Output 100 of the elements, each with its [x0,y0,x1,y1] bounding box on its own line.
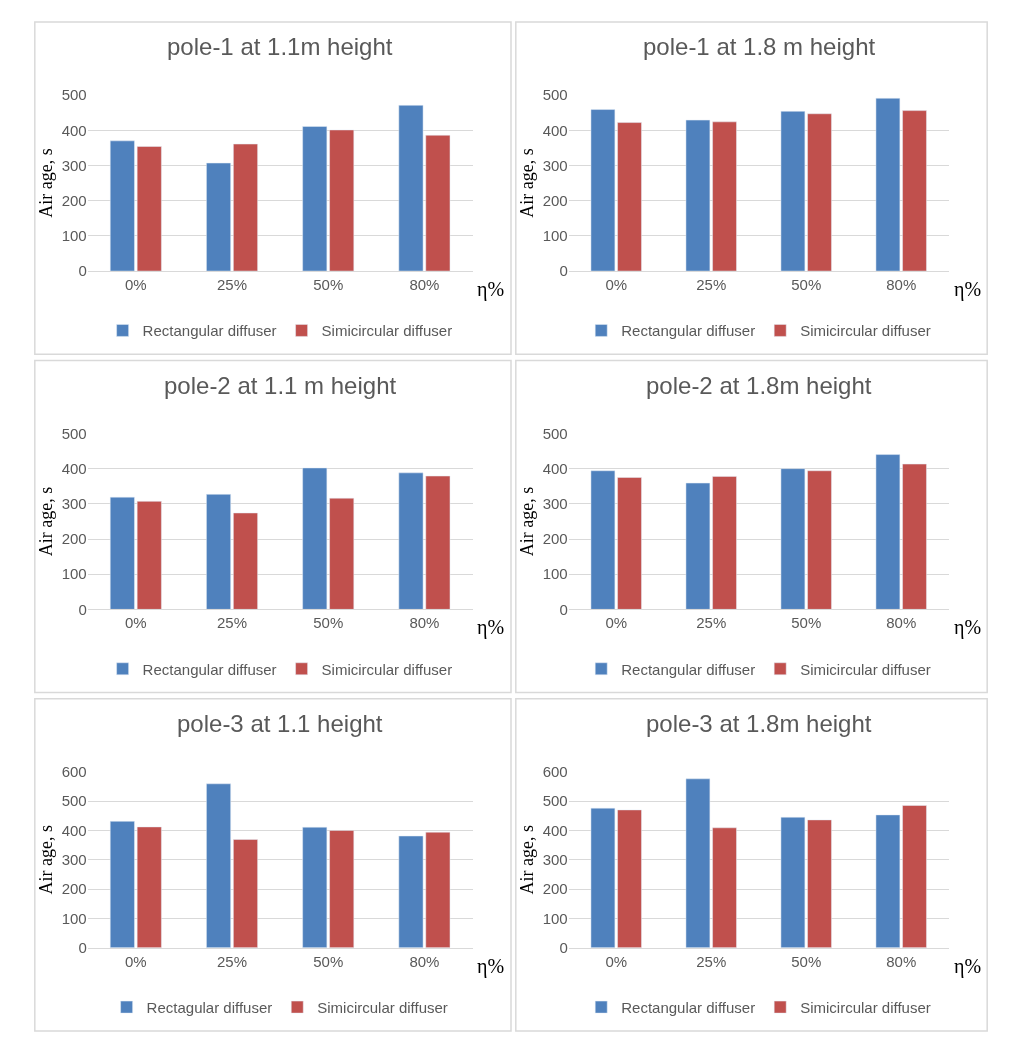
y-tick-label: 400 [542,821,568,839]
x-tick-label: 80% [886,614,917,632]
y-tick-label: 0 [78,262,87,280]
y-tick-label: 200 [542,880,568,898]
y-tick-label: 400 [61,121,87,139]
y-tick-label: 300 [542,156,568,174]
y-axis-title: Air age, s [35,486,56,557]
x-tick-label: 0% [605,614,628,632]
legend-label: Simicircular diffuser [317,998,448,1016]
chart-title: pole-1 at 1.8 m height [643,33,876,60]
y-tick-label: 100 [542,227,568,245]
y-tick-label: 400 [61,821,87,839]
x-tick-label: 25% [696,276,727,294]
y-tick-label: 400 [61,459,87,477]
y-tick-label: 100 [542,565,568,583]
legend-label: Simicircular diffuser [800,660,931,678]
x-tick-label: 25% [217,952,248,970]
y-tick-label: 200 [61,530,87,548]
y-tick-label: 0 [559,938,568,956]
y-axis-title: Air age, s [35,148,56,218]
y-axis-title: Air age, s [516,148,537,218]
x-tick-label: 0% [605,952,628,970]
chart-title: pole-1 at 1.1m height [167,33,393,60]
y-axis-title: Air age, s [516,825,537,895]
y-tick-label: 300 [61,495,87,513]
y-tick-label: 0 [559,262,568,280]
x-tick-label: 80% [409,614,440,632]
x-axis-title: η% [954,955,982,978]
chart-title: pole-3 at 1.8m height [646,710,872,737]
y-tick-label: 0 [78,600,87,618]
legend-label: Simicircular diffuser [321,322,453,340]
x-tick-label: 0% [605,276,628,294]
x-tick-label: 50% [313,614,344,632]
legend-label: Rectangular diffuser [621,998,756,1016]
x-tick-label: 0% [124,276,147,294]
legend-label: Simicircular diffuser [800,322,931,340]
y-tick-label: 300 [61,156,87,174]
y-tick-label: 500 [61,792,87,810]
y-axis-title: Air age, s [35,825,56,895]
legend-label: Rectangular diffuser [621,322,756,340]
bar [233,839,258,948]
y-tick-label: 300 [61,851,87,869]
y-tick-label: 200 [61,191,87,209]
y-tick-label: 0 [559,600,568,618]
y-tick-label: 200 [542,530,568,548]
x-axis-title: η% [477,278,505,301]
chart-title: pole-2 at 1.1 m height [164,372,397,399]
legend-label: Rectangular diffuser [142,660,277,678]
bar [136,146,162,272]
x-tick-label: 25% [696,952,727,970]
y-tick-label: 300 [542,851,568,869]
chart-title: pole-2 at 1.8m height [646,372,872,399]
x-tick-label: 0% [124,614,147,632]
x-tick-label: 50% [313,276,344,294]
x-tick-label: 50% [791,276,822,294]
y-tick-label: 500 [542,792,568,810]
x-tick-label: 80% [409,952,440,970]
legend-label: Simicircular diffuser [800,998,931,1016]
y-tick-label: 500 [61,86,87,104]
y-tick-label: 600 [61,763,87,781]
x-tick-label: 25% [696,614,727,632]
y-tick-label: 500 [542,86,568,104]
y-axis-title: Air age, s [516,486,537,557]
bar [233,143,258,272]
legend-label: Rectangular diffuser [621,660,756,678]
x-tick-label: 80% [886,276,917,294]
legend-label: Rectangular diffuser [142,322,277,340]
y-tick-label: 100 [61,565,87,583]
y-tick-label: 100 [61,909,87,927]
y-tick-label: 500 [542,424,568,442]
bar [206,783,231,948]
bar [109,140,135,272]
legend-label: Simicircular diffuser [321,660,453,678]
legend-label: Rectagular diffuser [146,998,273,1016]
bar [136,826,162,948]
y-tick-label: 200 [61,880,87,898]
x-tick-label: 0% [124,952,147,970]
chart-title: pole-3 at 1.1 height [177,710,383,737]
x-tick-label: 50% [791,614,822,632]
y-tick-label: 0 [78,938,87,956]
bar [109,821,135,948]
bar [206,162,231,272]
y-tick-label: 500 [61,424,87,442]
y-tick-label: 600 [542,763,568,781]
x-tick-label: 50% [313,952,344,970]
bar [109,496,135,610]
y-tick-label: 400 [542,121,568,139]
x-tick-label: 25% [217,276,248,294]
bar [233,512,258,610]
y-tick-label: 100 [61,227,87,245]
y-tick-label: 400 [542,459,568,477]
bar [136,501,162,610]
x-tick-label: 80% [409,276,440,294]
x-axis-title: η% [477,955,505,978]
y-tick-label: 300 [542,495,568,513]
y-tick-label: 200 [542,191,568,209]
x-tick-label: 50% [791,952,822,970]
x-axis-title: η% [477,616,505,639]
x-axis-title: η% [954,278,982,301]
y-tick-label: 100 [542,909,568,927]
